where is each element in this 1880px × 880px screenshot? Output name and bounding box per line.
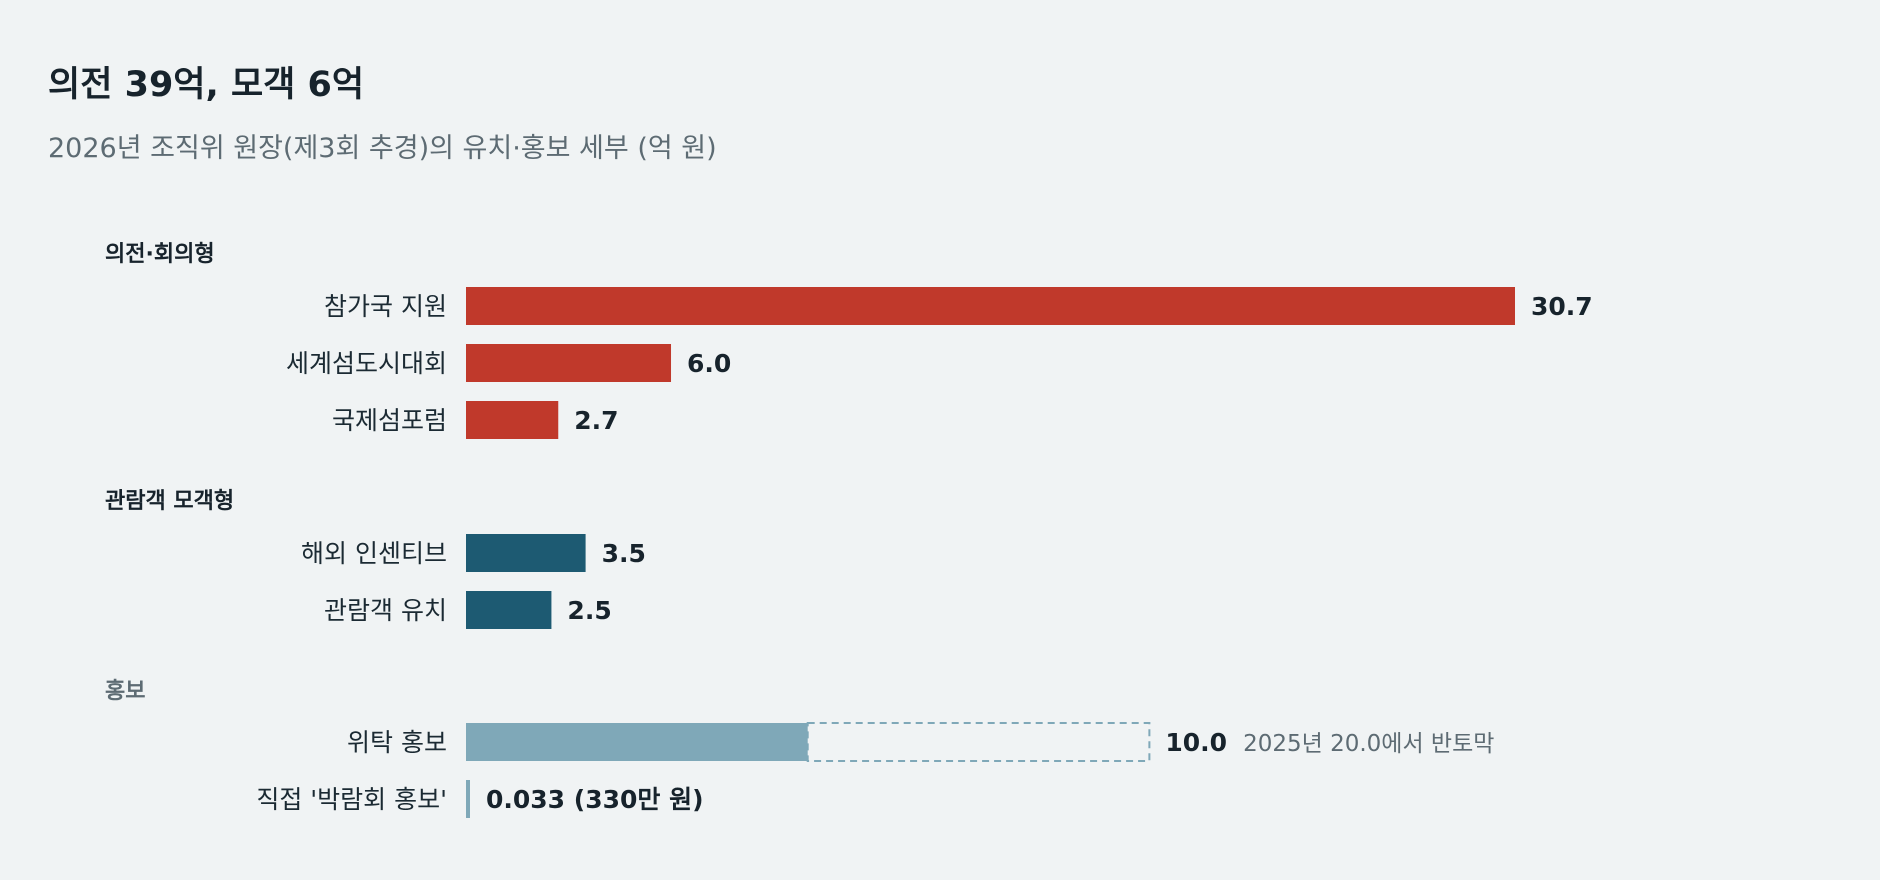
bar	[466, 723, 808, 761]
category-label: 해외 인센티브	[301, 539, 447, 568]
category-label: 세계섬도시대회	[286, 349, 447, 378]
category-label: 위탁 홍보	[347, 728, 447, 757]
bar	[466, 287, 1515, 325]
chart-title: 의전 39억, 모객 6억	[48, 65, 365, 105]
value-label: 2.7	[574, 406, 618, 435]
value-label: 10.0	[1165, 728, 1227, 757]
group-label: 관람객 모객형	[105, 489, 234, 514]
value-label: 3.5	[602, 539, 646, 568]
bar	[466, 534, 586, 572]
group-label: 홍보	[105, 679, 145, 704]
annotation-note: 2025년 20.0에서 반토막	[1243, 731, 1494, 757]
value-label: 0.033 (330만 원)	[486, 785, 704, 814]
chart-subtitle: 2026년 조직위 원장(제3회 추경)의 유치·홍보 세부 (억 원)	[48, 133, 717, 164]
value-label: 30.7	[1531, 292, 1593, 321]
category-label: 관람객 유치	[324, 596, 447, 625]
bar	[466, 780, 470, 818]
bar	[466, 591, 552, 629]
category-label: 국제섬포럼	[332, 406, 447, 435]
bar	[466, 401, 559, 439]
group-label: 의전·회의형	[105, 242, 215, 267]
value-label: 2.5	[567, 596, 611, 625]
bar	[466, 344, 672, 382]
category-label: 참가국 지원	[324, 292, 447, 321]
previous-value-bar	[806, 722, 1151, 762]
category-label: 직접 '박람회 홍보'	[256, 785, 447, 814]
value-label: 6.0	[687, 349, 731, 378]
